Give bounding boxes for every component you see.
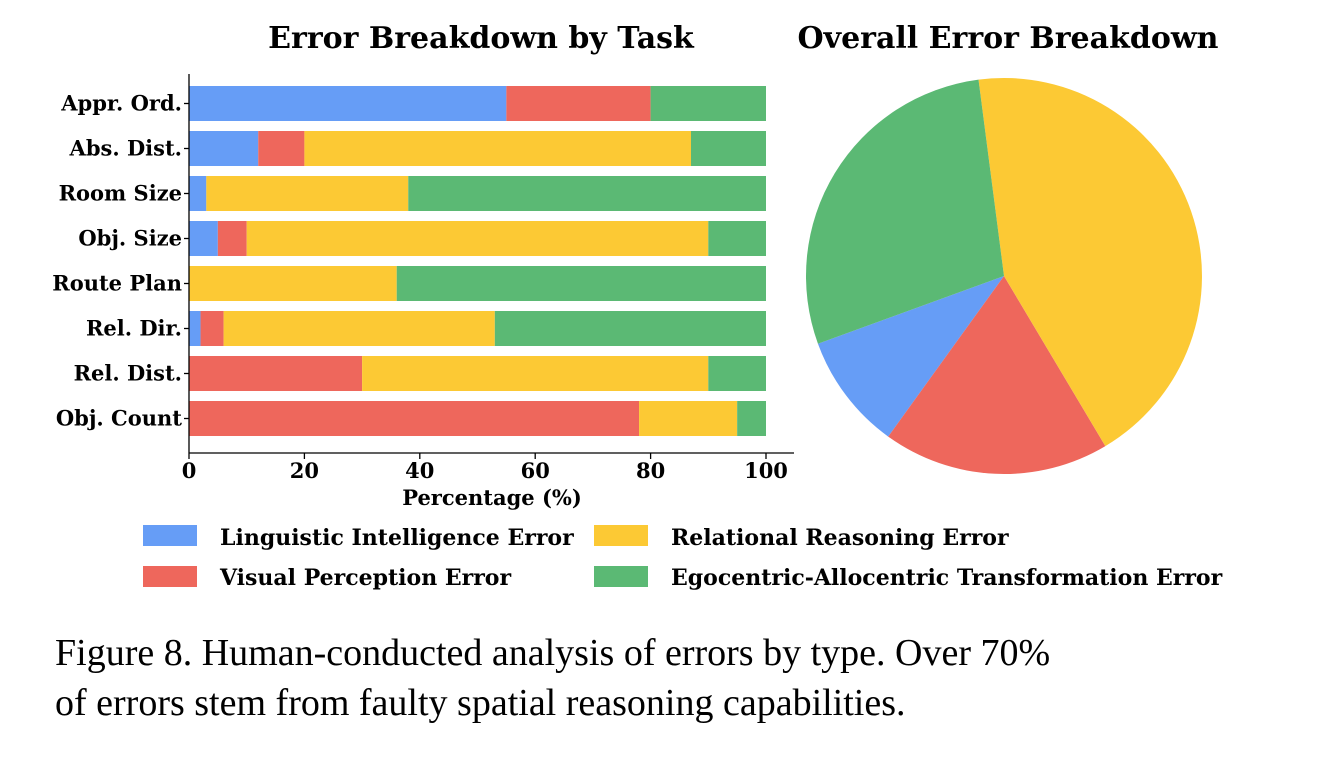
x-tick-label: 0 xyxy=(182,458,197,483)
bar-segment-rel-dir-s3 xyxy=(494,311,766,346)
bar-segment-obj-size-s3 xyxy=(708,221,766,256)
bar-segment-appr-ord-s3 xyxy=(650,86,766,121)
legend-item-egocentric: Egocentric-Allocentric Transformation Er… xyxy=(594,565,1223,591)
figure-caption: Figure 8. Human-conducted analysis of er… xyxy=(55,628,1295,728)
bar-segment-abs-dist-s1 xyxy=(258,131,305,166)
y-tick-label: Room Size xyxy=(59,181,182,206)
x-tick-label: 100 xyxy=(744,458,788,483)
bar-segment-obj-count-s1 xyxy=(189,401,640,436)
bar-segment-obj-size-s1 xyxy=(217,221,247,256)
bar-segment-rel-dir-s0 xyxy=(189,311,201,346)
bar-segment-rel-dist-s2 xyxy=(362,356,709,391)
bar-segment-obj-size-s2 xyxy=(246,221,709,256)
bar-segment-rel-dir-s1 xyxy=(200,311,224,346)
bar-segment-appr-ord-s0 xyxy=(189,86,507,121)
x-tick-label: 40 xyxy=(405,458,434,483)
bar-segment-abs-dist-s0 xyxy=(189,131,259,166)
bar-segment-rel-dist-s3 xyxy=(708,356,766,391)
legend: Linguistic Intelligence Error Visual Per… xyxy=(143,525,1223,591)
bar-chart-title: Error Breakdown by Task xyxy=(268,21,695,56)
legend-swatch-relational xyxy=(594,525,648,546)
legend-swatch-linguistic xyxy=(143,525,197,546)
legend-label-visual: Visual Perception Error xyxy=(219,565,511,591)
y-tick-label: Appr. Ord. xyxy=(60,91,182,116)
legend-item-relational: Relational Reasoning Error xyxy=(594,525,1009,551)
legend-label-egocentric: Egocentric-Allocentric Transformation Er… xyxy=(671,565,1223,591)
legend-swatch-egocentric xyxy=(594,566,648,587)
bar-segment-appr-ord-s1 xyxy=(506,86,651,121)
pie-slice-0 xyxy=(817,276,1004,437)
bar-segment-room-size-s0 xyxy=(189,176,207,211)
x-tick-label: 60 xyxy=(521,458,550,483)
pie-chart-title: Overall Error Breakdown xyxy=(798,21,1219,56)
y-tick-label: Abs. Dist. xyxy=(69,136,182,161)
bar-segment-obj-count-s2 xyxy=(639,401,738,436)
bar-segment-route-plan-s3 xyxy=(396,266,766,301)
bar-segment-room-size-s2 xyxy=(206,176,409,211)
bar-segment-obj-size-s0 xyxy=(189,221,218,256)
y-tick-label: Rel. Dist. xyxy=(74,361,182,386)
x-tick-label: 20 xyxy=(290,458,319,483)
caption-line-2: of errors stem from faulty spatial reaso… xyxy=(55,682,906,724)
y-tick-label: Obj. Count xyxy=(56,406,182,431)
x-axis-label: Percentage (%) xyxy=(402,485,582,510)
bar-chart: Appr. Ord. Abs. Dist. Room Size Obj. Size Ro… xyxy=(52,86,788,483)
y-tick-label: Route Plan xyxy=(52,271,182,296)
y-tick-label: Rel. Dir. xyxy=(86,316,182,341)
pie-slice-2 xyxy=(978,78,1202,447)
x-tick-label: 80 xyxy=(636,458,665,483)
y-tick-label: Obj. Size xyxy=(78,226,182,251)
bar-segment-rel-dist-s1 xyxy=(189,356,363,391)
legend-label-linguistic: Linguistic Intelligence Error xyxy=(220,525,574,551)
bar-segment-route-plan-s2 xyxy=(189,266,397,301)
legend-swatch-visual xyxy=(143,566,197,587)
legend-item-linguistic: Linguistic Intelligence Error xyxy=(143,525,574,551)
bar-segment-abs-dist-s3 xyxy=(690,131,766,166)
legend-label-relational: Relational Reasoning Error xyxy=(671,525,1009,551)
pie-slice-1 xyxy=(888,276,1106,474)
pie-chart xyxy=(805,78,1202,474)
bar-segment-rel-dir-s2 xyxy=(223,311,495,346)
caption-line-1: Figure 8. Human-conducted analysis of er… xyxy=(55,632,1051,674)
bar-segment-obj-count-s3 xyxy=(737,401,766,436)
pie-slice-3 xyxy=(805,79,1004,344)
legend-item-visual: Visual Perception Error xyxy=(143,565,511,591)
bar-segment-abs-dist-s2 xyxy=(304,131,691,166)
bar-segment-room-size-s3 xyxy=(408,176,766,211)
